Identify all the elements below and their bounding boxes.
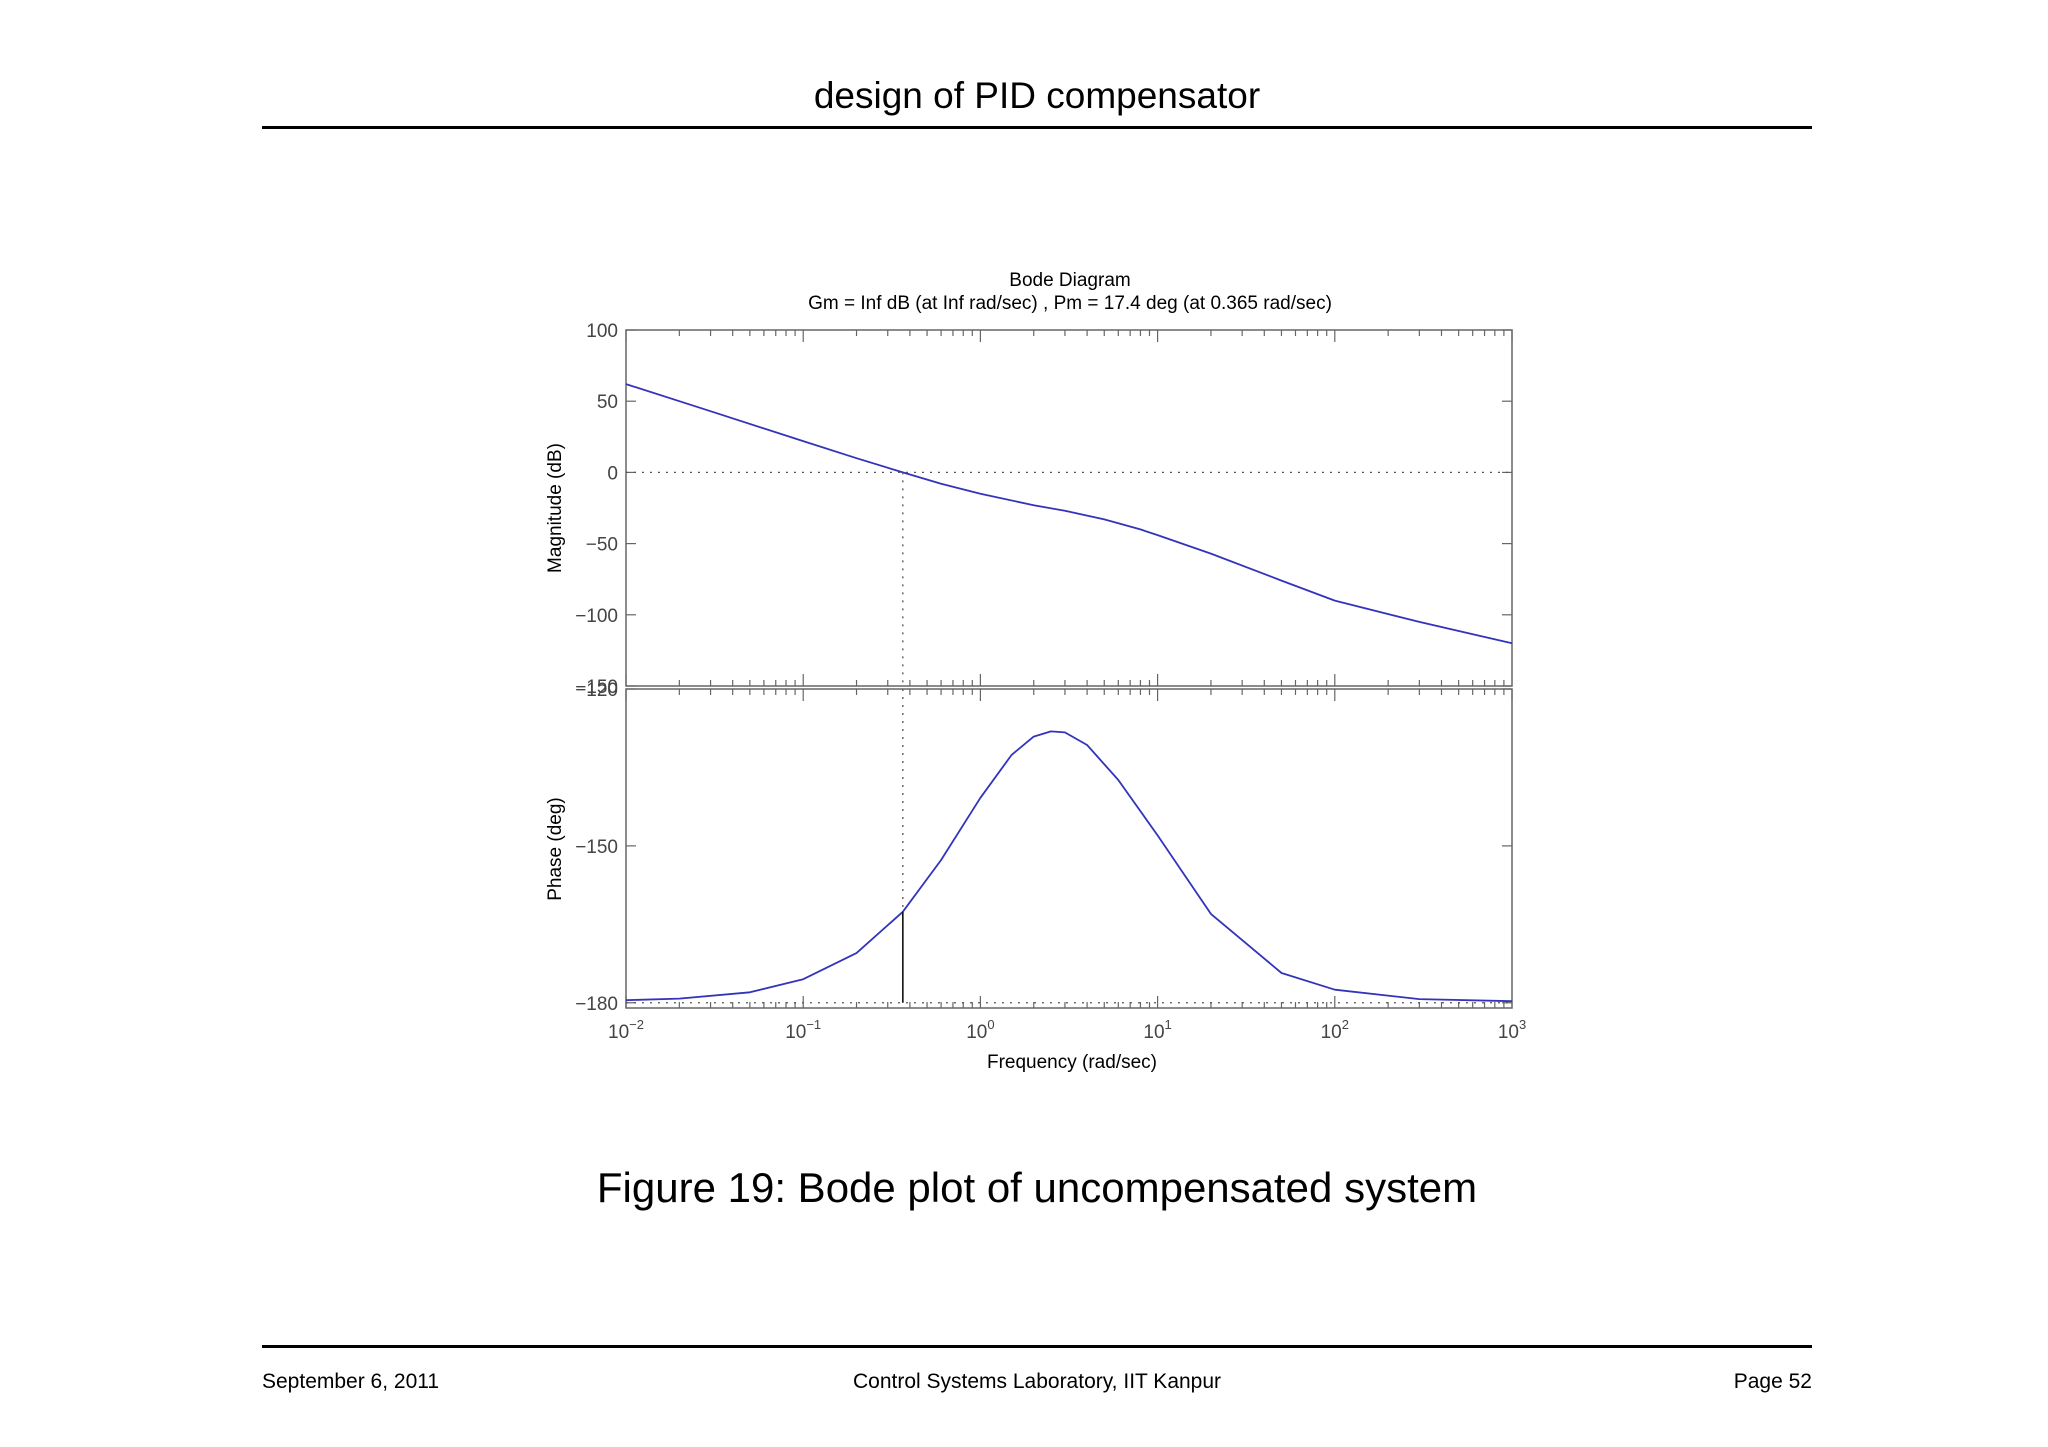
magnitude-y-tick-label: −150 xyxy=(575,677,618,698)
footer-rule xyxy=(262,1345,1812,1348)
phase-y-tick-label: −180 xyxy=(575,994,618,1015)
magnitude-y-tick-label: 50 xyxy=(597,392,618,413)
magnitude-curve xyxy=(625,383,1513,645)
frequency-tick-label: 102 xyxy=(1321,1017,1349,1043)
figure-caption: Figure 19: Bode plot of uncompensated sy… xyxy=(596,1164,1478,1211)
frequency-axis-label: Frequency (rad/sec) xyxy=(987,1052,1157,1073)
phase-curve xyxy=(625,730,1513,1003)
magnitude-y-tick-label: 100 xyxy=(586,321,618,342)
frequency-tick-label: 101 xyxy=(1143,1017,1171,1043)
footer-page: Page 52 xyxy=(1733,1370,1812,1393)
magnitude-axis-label: Magnitude (dB) xyxy=(545,443,566,573)
magnitude-panel: 100 50 0 −50 −100 −150 xyxy=(575,321,1513,698)
phase-frame xyxy=(625,688,1513,1009)
frequency-tick-label: 10−2 xyxy=(608,1017,644,1043)
phase-y-tick-label: −150 xyxy=(575,837,618,858)
footer-date: September 6, 2011 xyxy=(262,1370,440,1393)
frequency-tick-label: 100 xyxy=(966,1017,994,1043)
frequency-tick-label: 10−1 xyxy=(785,1017,821,1043)
footer-lab: Control Systems Laboratory, IIT Kanpur xyxy=(852,1370,1222,1393)
frequency-tick-label: 103 xyxy=(1498,1017,1526,1043)
chart-title: Bode Diagram xyxy=(1009,270,1130,291)
phase-panel: −120−150−180 xyxy=(575,680,1513,1015)
frequency-axis: 10−2 10−1 100 101 102 103 xyxy=(608,1017,1526,1043)
magnitude-frame xyxy=(625,329,1513,687)
chart-subtitle: Gm = Inf dB (at Inf rad/sec) , Pm = 17.4… xyxy=(808,293,1332,314)
magnitude-y-tick-label: −100 xyxy=(575,606,618,627)
phase-y-tick-label: −120 xyxy=(575,680,618,701)
magnitude-y-tick-label: −50 xyxy=(586,535,618,556)
page-header: design of PID compensator xyxy=(813,75,1261,116)
header-rule xyxy=(262,126,1812,129)
magnitude-y-tick-label: 0 xyxy=(607,463,618,484)
phase-axis-label: Phase (deg) xyxy=(545,797,566,901)
